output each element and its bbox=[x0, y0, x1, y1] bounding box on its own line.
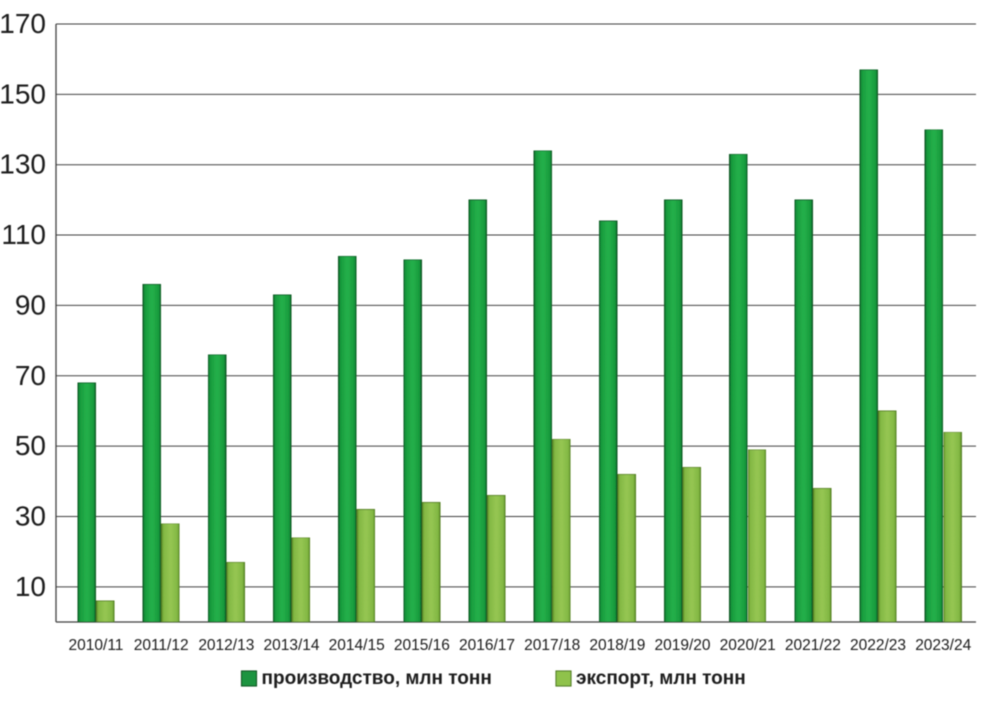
svg-text:2017/18: 2017/18 bbox=[524, 637, 580, 654]
svg-text:2012/13: 2012/13 bbox=[198, 637, 254, 654]
svg-text:2014/15: 2014/15 bbox=[329, 637, 385, 654]
svg-text:50: 50 bbox=[15, 430, 46, 461]
svg-text:10: 10 bbox=[15, 571, 46, 602]
svg-text:110: 110 bbox=[1, 219, 46, 250]
svg-text:2020/21: 2020/21 bbox=[720, 637, 776, 654]
svg-text:2023/24: 2023/24 bbox=[915, 637, 971, 654]
svg-text:2013/14: 2013/14 bbox=[263, 637, 319, 654]
svg-text:170: 170 bbox=[0, 8, 46, 39]
svg-text:2018/19: 2018/19 bbox=[589, 637, 645, 654]
svg-text:130: 130 bbox=[0, 149, 46, 180]
svg-text:2016/17: 2016/17 bbox=[459, 637, 515, 654]
svg-text:экспорт, млн тонн: экспорт, млн тонн bbox=[576, 668, 746, 689]
svg-text:2019/20: 2019/20 bbox=[655, 637, 711, 654]
svg-text:70: 70 bbox=[15, 360, 46, 391]
svg-text:производство, млн тонн: производство, млн тонн bbox=[262, 668, 492, 689]
svg-text:2011/12: 2011/12 bbox=[134, 637, 189, 654]
svg-text:2022/23: 2022/23 bbox=[850, 637, 906, 654]
svg-text:30: 30 bbox=[15, 500, 46, 531]
svg-text:150: 150 bbox=[0, 78, 46, 109]
svg-text:2010/11: 2010/11 bbox=[69, 637, 124, 654]
svg-text:2021/22: 2021/22 bbox=[785, 637, 841, 654]
svg-text:2015/16: 2015/16 bbox=[394, 637, 450, 654]
svg-text:90: 90 bbox=[15, 289, 46, 320]
